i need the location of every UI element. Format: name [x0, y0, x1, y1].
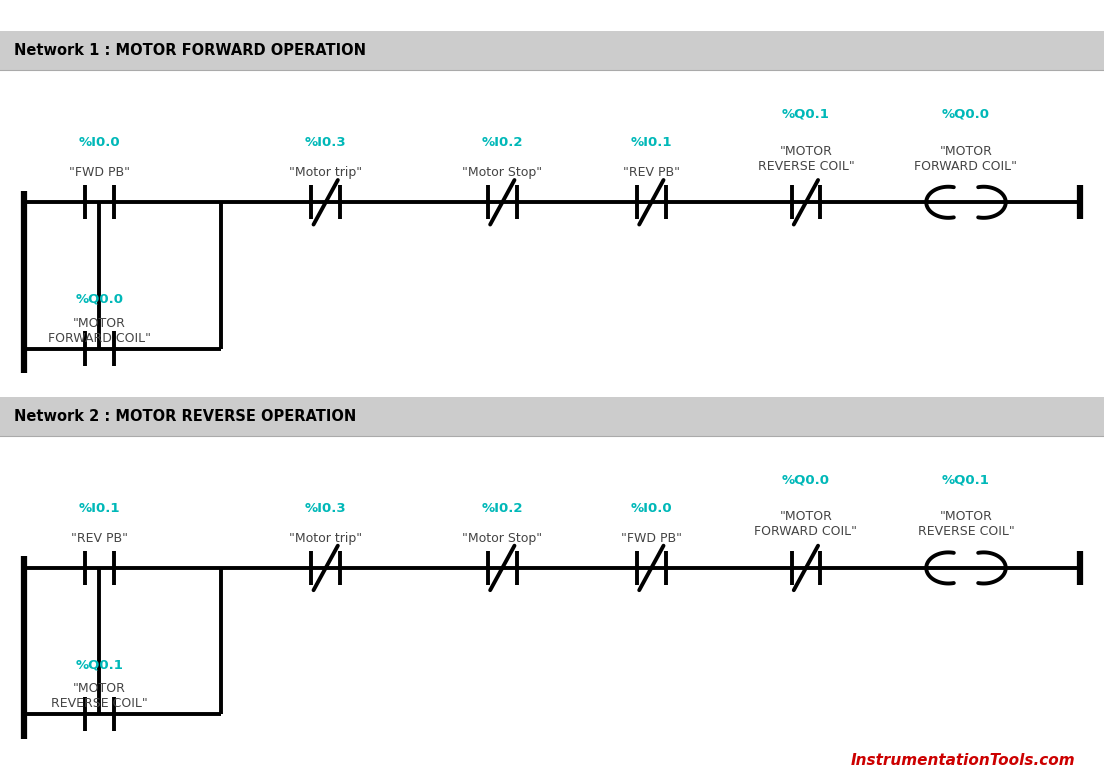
- Text: InstrumentationTools.com: InstrumentationTools.com: [851, 753, 1075, 768]
- Text: %I0.2: %I0.2: [481, 136, 523, 149]
- Text: %I0.1: %I0.1: [630, 136, 672, 149]
- FancyBboxPatch shape: [0, 31, 1104, 70]
- Text: %Q0.0: %Q0.0: [782, 473, 830, 486]
- Text: %Q0.0: %Q0.0: [942, 107, 990, 121]
- Text: "REV PB": "REV PB": [623, 166, 680, 179]
- Text: "Motor Stop": "Motor Stop": [463, 531, 542, 545]
- Text: %I0.3: %I0.3: [305, 502, 347, 515]
- Text: %Q0.1: %Q0.1: [782, 107, 830, 121]
- Text: "MOTOR
REVERSE COIL": "MOTOR REVERSE COIL": [51, 682, 148, 710]
- Text: "Motor trip": "Motor trip": [289, 166, 362, 179]
- Text: Network 2 : MOTOR REVERSE OPERATION: Network 2 : MOTOR REVERSE OPERATION: [14, 408, 357, 424]
- Text: "MOTOR
REVERSE COIL": "MOTOR REVERSE COIL": [917, 510, 1015, 538]
- Text: %I0.0: %I0.0: [630, 502, 672, 515]
- Text: %I0.2: %I0.2: [481, 502, 523, 515]
- Text: "Motor trip": "Motor trip": [289, 531, 362, 545]
- Text: "MOTOR
FORWARD COIL": "MOTOR FORWARD COIL": [914, 145, 1018, 173]
- Text: "MOTOR
FORWARD COIL": "MOTOR FORWARD COIL": [47, 317, 151, 345]
- Text: %Q0.1: %Q0.1: [942, 473, 990, 486]
- Text: %I0.1: %I0.1: [78, 502, 120, 515]
- Text: "FWD PB": "FWD PB": [620, 531, 682, 545]
- FancyBboxPatch shape: [0, 397, 1104, 436]
- Text: "FWD PB": "FWD PB": [68, 166, 130, 179]
- Text: "REV PB": "REV PB": [71, 531, 128, 545]
- Text: %I0.0: %I0.0: [78, 136, 120, 149]
- Text: %Q0.1: %Q0.1: [75, 658, 124, 671]
- Text: "MOTOR
REVERSE COIL": "MOTOR REVERSE COIL": [757, 145, 854, 173]
- Text: "MOTOR
FORWARD COIL": "MOTOR FORWARD COIL": [754, 510, 858, 538]
- Text: %Q0.0: %Q0.0: [75, 293, 124, 306]
- Text: %I0.3: %I0.3: [305, 136, 347, 149]
- Text: Network 1 : MOTOR FORWARD OPERATION: Network 1 : MOTOR FORWARD OPERATION: [14, 43, 367, 58]
- Text: "Motor Stop": "Motor Stop": [463, 166, 542, 179]
